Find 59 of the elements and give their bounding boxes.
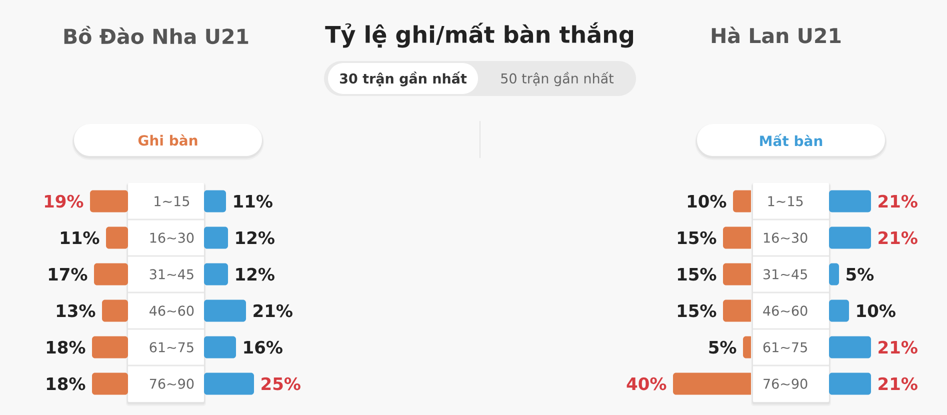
data-label: 17%	[48, 268, 88, 281]
bar	[106, 226, 128, 249]
y-tick-label: 61~75	[763, 342, 807, 352]
text: Tỷ lệ ghi/mất bàn thắng	[325, 22, 634, 48]
bar	[204, 226, 228, 249]
data-label: 10%	[688, 194, 726, 208]
y-tick-label: 76~90	[764, 378, 808, 389]
y-tick-label: 31~45	[764, 269, 807, 280]
data-label: 25%	[262, 377, 300, 390]
chart-title: Bồ Đào Nha U21	[64, 26, 248, 44]
text: 50 trận gần nhất	[501, 72, 614, 86]
bar	[204, 336, 236, 358]
text: Mất bàn	[760, 134, 822, 146]
data-label: 15%	[678, 231, 716, 244]
data-label: 11%	[234, 194, 272, 208]
data-label: 21%	[878, 231, 918, 244]
data-label: 18%	[46, 377, 86, 390]
bar	[92, 336, 128, 358]
data-label: 21%	[878, 340, 918, 354]
data-label: 5%	[846, 268, 874, 281]
bar	[673, 372, 753, 395]
bar	[723, 263, 753, 286]
text: Ghi bàn	[138, 134, 198, 146]
data-label: 15%	[678, 268, 716, 281]
y-tick-label: 46~60	[763, 306, 808, 316]
data-label: 15%	[678, 304, 716, 318]
bar	[723, 300, 753, 322]
data-label: 16%	[244, 340, 282, 354]
data-label: 40%	[626, 377, 666, 390]
bar	[102, 300, 128, 322]
y-tick-label: 31~45	[150, 269, 194, 280]
bar	[92, 372, 128, 395]
bar	[204, 190, 226, 212]
data-label: 21%	[878, 194, 918, 208]
data-label: 5%	[709, 340, 736, 354]
y-tick-label: 76~90	[150, 378, 194, 389]
data-label: 12%	[236, 268, 274, 281]
data-label: 19%	[44, 194, 84, 208]
bar	[204, 372, 254, 395]
bar	[204, 263, 228, 286]
y-tick-label: 1~15	[154, 196, 190, 206]
y-tick-label: 61~75	[150, 342, 194, 352]
data-label: 12%	[236, 231, 274, 244]
text: 30 trận gần nhất	[340, 72, 467, 86]
data-label: 18%	[46, 340, 86, 354]
data-label: 10%	[857, 304, 896, 318]
y-tick-label: 1~15	[768, 196, 803, 206]
data-label: 21%	[878, 377, 918, 390]
bar	[94, 263, 128, 286]
bar	[204, 300, 246, 322]
y-tick-label: 46~60	[150, 306, 194, 316]
y-tick-label: 16~30	[764, 232, 808, 243]
bar	[90, 190, 128, 212]
data-label: 13%	[56, 304, 96, 318]
data-label: 11%	[60, 231, 100, 244]
bar	[723, 226, 753, 249]
chart-title: Hà Lan U21	[712, 26, 841, 44]
y-tick-label: 16~30	[150, 232, 194, 243]
data-label: 21%	[254, 304, 292, 318]
